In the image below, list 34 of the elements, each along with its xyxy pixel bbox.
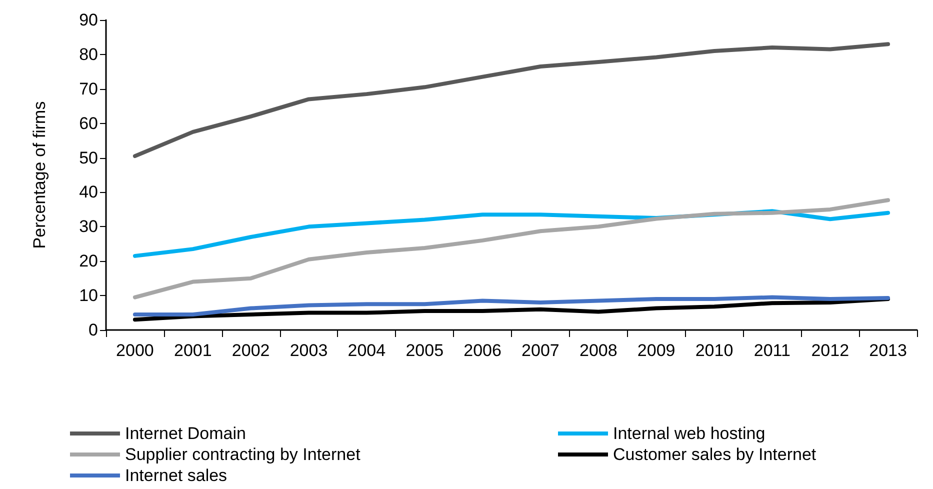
y-tick-label: 0 <box>88 320 98 340</box>
y-tick-label: 40 <box>79 182 98 202</box>
y-tick-label: 80 <box>79 44 98 64</box>
line-series <box>132 297 890 322</box>
y-tick-label: 70 <box>79 79 98 98</box>
legend-label: Internet sales <box>125 466 228 485</box>
x-tick-label: 2010 <box>695 341 734 360</box>
y-tick-label: 30 <box>79 217 98 236</box>
y-tick-label: 90 <box>79 10 98 30</box>
x-tick-label: 2005 <box>406 341 444 360</box>
x-tick-label: 2001 <box>174 341 212 360</box>
x-tick-label: 2006 <box>464 341 502 360</box>
x-tick-label: 2004 <box>348 341 386 360</box>
x-tick-label: 2000 <box>116 341 154 360</box>
y-tick-label: 10 <box>79 286 98 306</box>
y-axis-title: Percentage of firms <box>30 101 49 249</box>
y-tick-label: 50 <box>79 148 98 168</box>
x-tick-label: 2008 <box>579 341 618 360</box>
legend-label: Supplier contracting by Internet <box>125 445 361 464</box>
line-series <box>132 198 890 300</box>
x-tick-label: 2007 <box>522 341 560 360</box>
line-series <box>132 42 890 158</box>
legend-label: Internal web hosting <box>613 424 766 443</box>
x-tick-label: 2002 <box>232 341 270 360</box>
legend-label: Customer sales by Internet <box>613 445 816 464</box>
x-tick-label: 2012 <box>811 341 850 360</box>
legend-label: Internet Domain <box>125 424 246 443</box>
x-tick-label: 2011 <box>754 341 790 360</box>
x-tick-label: 2009 <box>637 341 676 360</box>
y-tick-label: 20 <box>79 252 98 271</box>
line-series <box>132 295 890 316</box>
x-tick-label: 2003 <box>290 341 328 360</box>
y-tick-label: 60 <box>79 114 98 133</box>
x-tick-label: 2013 <box>869 341 907 360</box>
